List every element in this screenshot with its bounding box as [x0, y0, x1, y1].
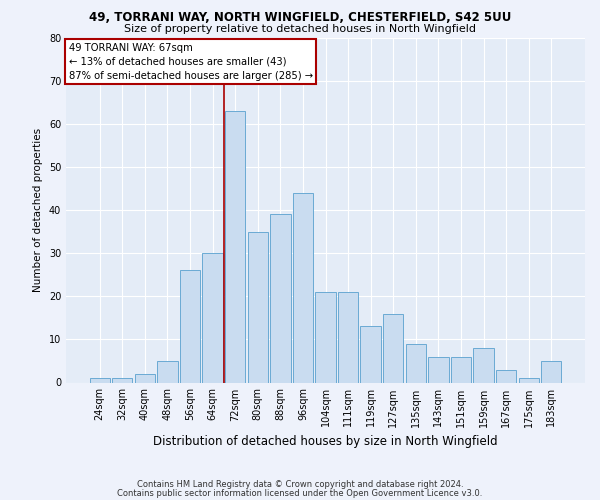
Bar [338, 292, 358, 382]
Bar [316, 292, 335, 382]
Bar [112, 378, 133, 382]
Text: Size of property relative to detached houses in North Wingfield: Size of property relative to detached ho… [124, 24, 476, 34]
Bar [293, 192, 313, 382]
Bar [451, 356, 471, 382]
Bar [270, 214, 290, 382]
Bar [361, 326, 381, 382]
Bar [89, 378, 110, 382]
Text: Contains HM Land Registry data © Crown copyright and database right 2024.: Contains HM Land Registry data © Crown c… [137, 480, 463, 489]
Bar [225, 111, 245, 382]
Bar [541, 361, 562, 382]
Bar [428, 356, 449, 382]
Bar [135, 374, 155, 382]
Text: 49 TORRANI WAY: 67sqm
← 13% of detached houses are smaller (43)
87% of semi-deta: 49 TORRANI WAY: 67sqm ← 13% of detached … [68, 42, 313, 80]
Bar [248, 232, 268, 382]
Bar [157, 361, 178, 382]
Bar [383, 314, 403, 382]
Bar [202, 253, 223, 382]
Text: Contains public sector information licensed under the Open Government Licence v3: Contains public sector information licen… [118, 488, 482, 498]
Bar [406, 344, 426, 382]
Bar [180, 270, 200, 382]
Bar [473, 348, 494, 382]
Bar [496, 370, 516, 382]
Bar [518, 378, 539, 382]
Text: 49, TORRANI WAY, NORTH WINGFIELD, CHESTERFIELD, S42 5UU: 49, TORRANI WAY, NORTH WINGFIELD, CHESTE… [89, 11, 511, 24]
Y-axis label: Number of detached properties: Number of detached properties [33, 128, 43, 292]
X-axis label: Distribution of detached houses by size in North Wingfield: Distribution of detached houses by size … [153, 435, 498, 448]
